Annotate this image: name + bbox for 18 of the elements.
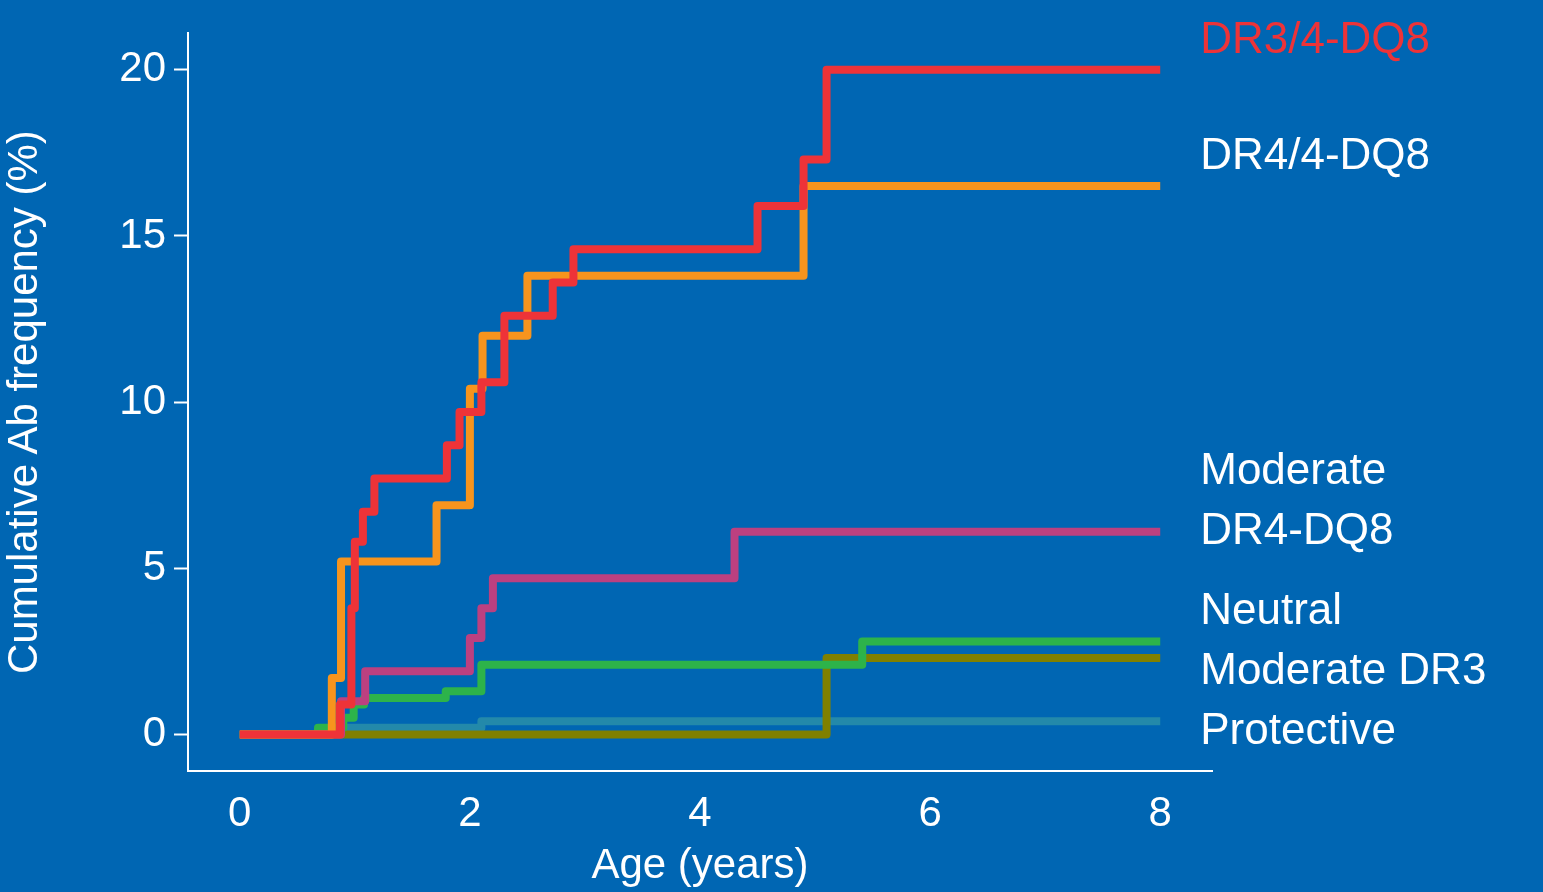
y-tick-label: 20	[119, 43, 166, 91]
y-tick-label: 5	[142, 541, 166, 589]
y-tick-label: 15	[119, 209, 166, 257]
x-tick-label: 8	[1148, 787, 1172, 835]
series-label: DR3/4-DQ8	[1200, 12, 1431, 62]
y-tick-label: 0	[142, 708, 166, 756]
x-tick-label: 0	[228, 787, 252, 835]
series-label: DR4/4-DQ8	[1200, 128, 1431, 178]
x-tick-label: 2	[458, 787, 482, 835]
series-label: Moderate DR3	[1200, 644, 1487, 694]
y-tick-label: 10	[119, 375, 166, 423]
x-axis-title: Age (years)	[591, 840, 809, 888]
x-tick-label: 4	[688, 787, 712, 835]
series-label: Neutral	[1200, 584, 1343, 634]
series-label: Moderate DR4-DQ8	[1200, 444, 1394, 554]
series-label: Protective	[1200, 704, 1396, 754]
y-axis-title: Cumulative Ab frequency (%)	[0, 130, 46, 675]
x-tick-label: 6	[918, 787, 942, 835]
